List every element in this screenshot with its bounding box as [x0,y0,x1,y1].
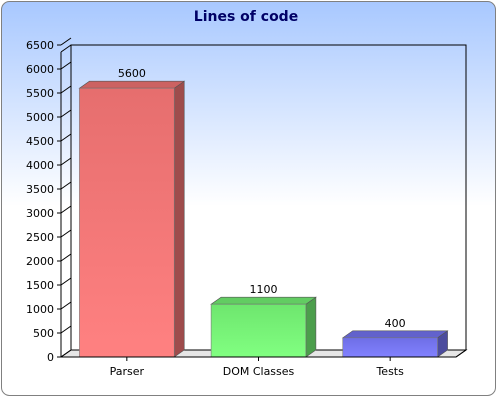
y-tick-depth [60,349,72,358]
bar-dom-classes [210,303,307,358]
y-tick-label: 1500 [26,279,54,292]
y-tick-depth [60,157,72,166]
bar-top-parser [78,80,186,89]
bar-side-parser [173,80,185,358]
x-axis-depth-line [455,349,467,358]
y-tick-label: 4500 [26,135,54,148]
y-tick-label: 4000 [26,159,54,172]
y-axis-depth-line [60,44,72,53]
plot-back-wall [70,44,467,350]
y-tick-depth [60,37,72,46]
y-tick-label: 3000 [26,207,54,220]
y-tick-label: 5500 [26,87,54,100]
y-tick-depth [60,301,72,310]
y-tick-label: 2500 [26,231,54,244]
bar-top-dom-classes [210,296,317,305]
y-tick-depth [60,325,72,334]
chart-title: Lines of code [194,9,298,25]
y-tick-depth [60,133,72,142]
x-tick-label: Tests [375,365,404,378]
y-tick-depth [60,181,72,190]
y-tick-label: 6500 [26,39,54,52]
y-tick-depth [60,61,72,70]
y-tick-label: 3500 [26,183,54,196]
y-tick-depth [60,205,72,214]
y-tick-depth [60,277,72,286]
y-tick-label: 6000 [26,63,54,76]
y-tick-label: 1000 [26,303,54,316]
data-label: 5600 [118,67,146,80]
bar-side-dom-classes [305,296,317,358]
y-tick-depth [60,253,72,262]
bar-parser [79,87,175,358]
y-tick-label: 2000 [26,255,54,268]
x-tick-label: DOM Classes [223,365,295,378]
y-tick-depth [60,229,72,238]
y-tick-label: 0 [47,351,54,364]
y-tick-label: 5000 [26,111,54,124]
data-label: 400 [385,317,406,330]
y-tick-depth [60,109,72,118]
bar-tests [342,337,438,358]
data-label: 1100 [250,283,278,296]
bar-top-tests [341,330,449,339]
x-tick-label: Parser [110,365,145,378]
y-tick-depth [60,85,72,94]
y-tick-label: 500 [33,327,54,340]
